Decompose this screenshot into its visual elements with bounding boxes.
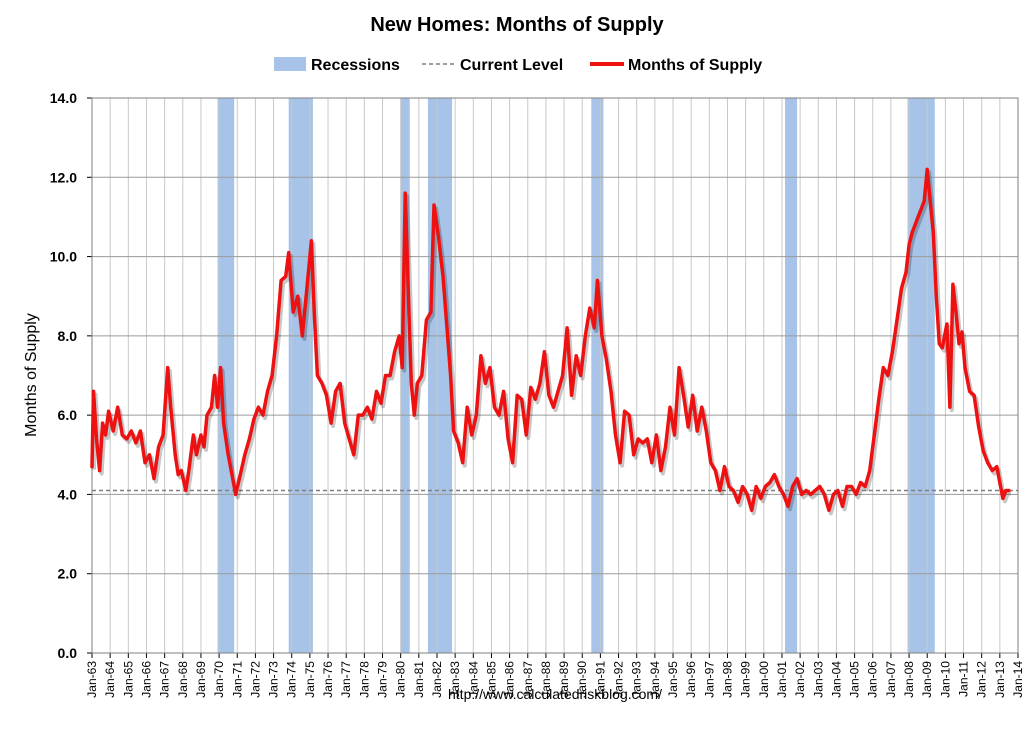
x-tick-label: Jan-98 [720, 661, 734, 698]
y-axis-title: Months of Supply [23, 313, 40, 437]
x-tick-label: Jan-79 [376, 661, 390, 698]
x-tick-label: Jan-13 [993, 661, 1007, 698]
x-tick-label: Jan-74 [285, 661, 299, 698]
y-tick-label: 8.0 [58, 328, 78, 344]
x-tick-label: Jan-94 [648, 661, 662, 698]
x-tick-label: Jan-91 [593, 661, 607, 698]
x-tick-label: Jan-95 [666, 661, 680, 698]
x-tick-label: Jan-14 [1011, 661, 1025, 698]
recession-band [288, 98, 313, 653]
y-tick-label: 4.0 [58, 486, 78, 502]
y-tick-label: 14.0 [50, 90, 77, 106]
x-tick-label: Jan-71 [230, 661, 244, 698]
x-tick-label: Jan-81 [412, 661, 426, 698]
x-tick-label: Jan-86 [503, 661, 517, 698]
x-tick-label: Jan-97 [702, 661, 716, 698]
source-url: http://www.calculatedriskblog.com/ [448, 686, 662, 702]
x-tick-label: Jan-72 [248, 661, 262, 698]
x-tick-label: Jan-84 [466, 661, 480, 698]
x-tick-label: Jan-88 [539, 661, 553, 698]
x-tick-label: Jan-67 [158, 661, 172, 698]
x-tick-label: Jan-75 [303, 661, 317, 698]
x-tick-label: Jan-66 [139, 661, 153, 698]
x-tick-label: Jan-92 [612, 661, 626, 698]
x-tick-label: Jan-77 [339, 661, 353, 698]
x-tick-label: Jan-08 [902, 661, 916, 698]
x-tick-label: Jan-69 [194, 661, 208, 698]
x-tick-label: Jan-87 [521, 661, 535, 698]
x-tick-label: Jan-83 [448, 661, 462, 698]
x-tick-label: Jan-82 [430, 661, 444, 698]
y-tick-label: 6.0 [58, 407, 78, 423]
x-tick-label: Jan-99 [739, 661, 753, 698]
recession-band [784, 98, 798, 653]
legend: Recessions Current Level Months of Suppl… [274, 57, 762, 74]
y-tick-label: 2.0 [58, 566, 78, 582]
x-tick-label: Jan-93 [630, 661, 644, 698]
x-tick-label: Jan-70 [212, 661, 226, 698]
x-tick-label: Jan-85 [484, 661, 498, 698]
y-tick-label: 12.0 [50, 169, 77, 185]
x-tick-label: Jan-09 [920, 661, 934, 698]
x-tick-label: Jan-06 [866, 661, 880, 698]
x-tick-label: Jan-01 [775, 661, 789, 698]
recession-band [400, 98, 410, 653]
x-tick-label: Jan-65 [121, 661, 135, 698]
legend-label-recessions: Recessions [311, 57, 400, 74]
y-tick-label: 0.0 [58, 645, 78, 661]
x-tick-label: Jan-64 [103, 661, 117, 698]
legend-label-current-level: Current Level [460, 57, 563, 74]
x-tick-label: Jan-80 [394, 661, 408, 698]
x-tick-label: Jan-73 [267, 661, 281, 698]
x-tick-label: Jan-03 [811, 661, 825, 698]
recession-band [217, 98, 235, 653]
x-tick-label: Jan-63 [85, 661, 99, 698]
recession-band [591, 98, 604, 653]
series-line-months-of-supply [90, 167, 1011, 513]
x-tick-label: Jan-68 [176, 661, 190, 698]
x-tick-label: Jan-10 [938, 661, 952, 698]
x-tick-label: Jan-96 [684, 661, 698, 698]
x-tick-label: Jan-78 [357, 661, 371, 698]
x-tick-label: Jan-12 [975, 661, 989, 698]
plot-area: Jan-63 Jan-64 Jan-65 Jan-66 Jan-67 Jan-68 Jan-… [50, 90, 1025, 698]
plot-frame [91, 97, 1019, 654]
legend-swatch-recessions [274, 57, 306, 71]
x-tick-label: Jan-00 [757, 661, 771, 698]
x-tick-label: Jan-05 [848, 661, 862, 698]
x-tick-label: Jan-89 [557, 661, 571, 698]
x-tick-label: Jan-76 [321, 661, 335, 698]
y-tick-label: 10.0 [50, 249, 77, 265]
x-tick-label: Jan-02 [793, 661, 807, 698]
x-tick-label: Jan-04 [829, 661, 843, 698]
legend-label-months-of-supply: Months of Supply [628, 57, 762, 74]
x-tick-label: Jan-11 [957, 661, 971, 697]
recession-band [427, 98, 453, 653]
chart-title: New Homes: Months of Supply [370, 14, 664, 36]
x-tick-label: Jan-90 [575, 661, 589, 698]
x-tick-label: Jan-07 [884, 661, 898, 698]
